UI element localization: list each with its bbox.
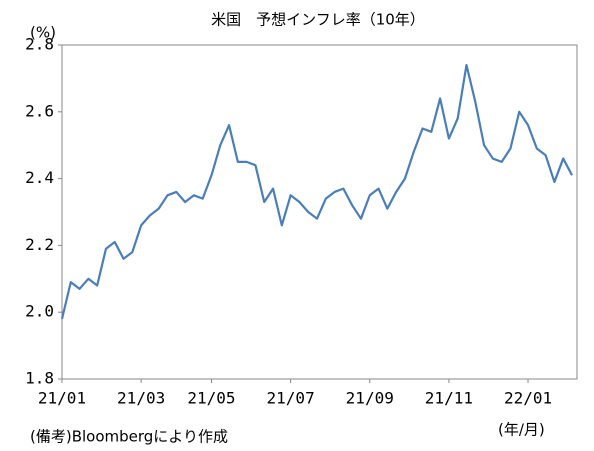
x-tick-label: 21/03: [117, 389, 165, 408]
note: (備考)Bloombergにより作成: [30, 428, 228, 446]
x-tick-label: 21/01: [38, 389, 86, 408]
x-unit: (年/月): [498, 421, 545, 439]
x-tick-label: 21/09: [346, 389, 394, 408]
x-tick-label: 21/11: [425, 389, 473, 408]
y-unit: (%): [30, 24, 56, 42]
y-tick-label: 2.6: [25, 101, 54, 120]
y-tick-label: 2.4: [25, 168, 54, 187]
y-tick-label: 1.8: [25, 369, 54, 388]
y-tick-label: 2.0: [25, 302, 54, 321]
y-tick-label: 2.2: [25, 235, 54, 254]
plot-frame: [61, 44, 578, 380]
x-tick-label: 22/01: [504, 389, 552, 408]
chart-title: 米国 予想インフレ率（10年）: [211, 11, 425, 29]
x-tick-label: 21/07: [267, 389, 315, 408]
y-tick-label: 2.8: [25, 35, 54, 54]
line-series: [60, 63, 573, 320]
x-tick-label: 21/05: [187, 389, 235, 408]
